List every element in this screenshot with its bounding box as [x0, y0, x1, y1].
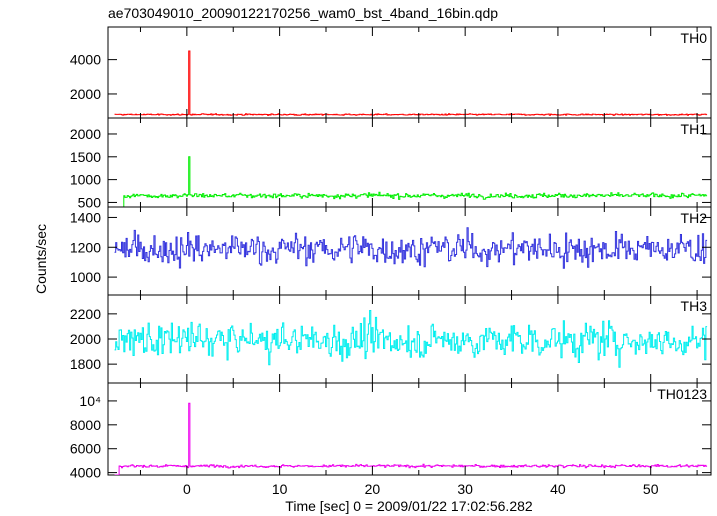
chart-title: ae703049010_20090122170256_wam0_bst_4ban… [108, 5, 498, 21]
panel-label: TH0123 [657, 386, 707, 402]
x-tick-label: 40 [550, 481, 566, 497]
y-tick-label: 6000 [70, 441, 101, 457]
series-line-th0 [114, 50, 708, 116]
x-tick-label: 50 [643, 481, 659, 497]
x-tick-label: 10 [272, 481, 288, 497]
y-tick-label: 1800 [70, 356, 101, 372]
panel-frame [107, 382, 712, 476]
x-axis-label: Time [sec] 0 = 2009/01/22 17:02:56.282 [285, 498, 533, 514]
y-tick-label: 10⁴ [79, 393, 101, 409]
x-tick-label: 0 [183, 481, 191, 497]
y-tick-label: 4000 [70, 52, 101, 68]
y-tick-label: 1400 [70, 209, 101, 225]
panel-label: TH1 [681, 121, 708, 137]
x-tick-label: 20 [365, 481, 381, 497]
y-tick-label: 1000 [70, 172, 101, 188]
panel-th0: 2000 4000 TH0 [70, 26, 712, 119]
panel-label: TH3 [681, 298, 708, 314]
y-tick-label: 8000 [70, 417, 101, 433]
series-line-th2 [114, 227, 708, 269]
series-line-th0123 [114, 402, 708, 475]
y-axis-label: Counts/sec [33, 224, 49, 294]
series-line-th1 [114, 156, 708, 207]
y-tick-label: 500 [78, 194, 102, 210]
panel-th2: 1000 1200 1400 TH2 [70, 206, 712, 296]
panel-frame [107, 26, 712, 119]
x-tick-label: 30 [457, 481, 473, 497]
panel-th3: 1800 2000 2200 TH3 [70, 294, 712, 384]
y-tick-label: 1200 [70, 239, 101, 255]
panel-label: TH0 [681, 30, 708, 46]
y-tick-label: 2200 [70, 306, 101, 322]
y-tick-label: 1500 [70, 149, 101, 165]
y-tick-label: 2000 [70, 86, 101, 102]
y-tick-label: 1000 [70, 269, 101, 285]
panel-label: TH2 [681, 210, 708, 226]
panel-th0123: 4000 6000 8000 10⁴ TH0123 [70, 382, 712, 481]
y-tick-label: 2000 [70, 126, 101, 142]
y-tick-label: 4000 [70, 465, 101, 481]
panel-th1: 500 1000 1500 2000 TH1 [70, 117, 712, 210]
series-line-th3 [114, 310, 708, 368]
panel-frame [107, 117, 712, 208]
y-tick-label: 2000 [70, 331, 101, 347]
